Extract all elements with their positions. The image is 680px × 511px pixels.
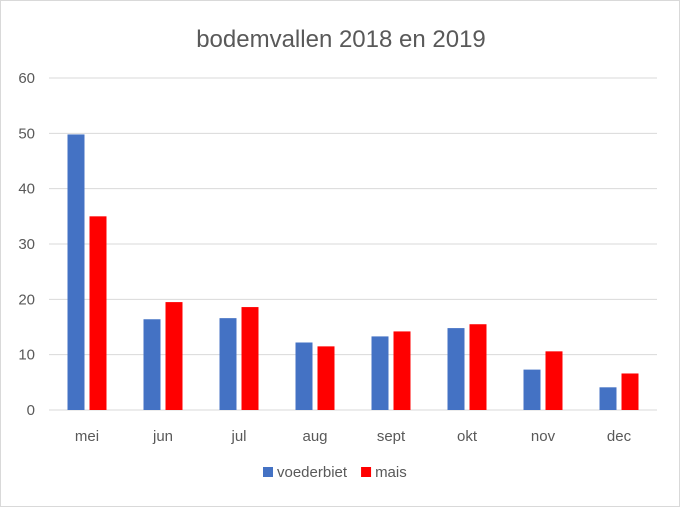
x-tick-label: dec [607, 428, 632, 445]
x-tick-label: sept [377, 428, 406, 445]
gridlines [49, 77, 657, 411]
legend: voederbiet mais [263, 464, 407, 481]
y-tick-label: 20 [18, 291, 35, 308]
x-axis-ticks: mei jun jul aug sept okt nov dec [75, 428, 632, 445]
bar-mais-sept [393, 331, 411, 410]
bar-mais-nov [545, 351, 563, 410]
y-tick-label: 50 [18, 125, 35, 142]
x-tick-label: jul [230, 428, 246, 445]
bar-voederbiet-mei [67, 134, 85, 410]
bar-mais-okt [469, 324, 487, 410]
x-tick-label: nov [531, 428, 556, 445]
legend-label-voederbiet: voederbiet [277, 464, 348, 481]
bar-mais-dec [621, 373, 639, 410]
bar-mais-mei [89, 216, 107, 410]
y-tick-label: 10 [18, 347, 35, 364]
bar-voederbiet-aug [295, 342, 313, 410]
chart-title: bodemvallen 2018 en 2019 [196, 26, 486, 53]
legend-swatch-voederbiet [263, 467, 273, 477]
y-tick-label: 30 [18, 236, 35, 253]
bar-voederbiet-sept [371, 336, 389, 410]
bar-voederbiet-okt [447, 328, 465, 410]
y-axis-ticks: 0 10 20 30 40 50 60 [18, 70, 35, 419]
y-tick-label: 60 [18, 70, 35, 87]
bar-mais-jul [241, 307, 259, 410]
x-tick-label: aug [302, 428, 327, 445]
bar-voederbiet-jun [143, 319, 161, 410]
x-tick-label: mei [75, 428, 99, 445]
bar-mais-aug [317, 346, 335, 410]
x-tick-label: okt [457, 428, 478, 445]
y-tick-label: 0 [27, 402, 35, 419]
y-tick-label: 40 [18, 181, 35, 198]
bar-mais-jun [165, 302, 183, 410]
bars [67, 134, 639, 410]
bar-voederbiet-jul [219, 318, 237, 410]
legend-label-mais: mais [375, 464, 407, 481]
bar-voederbiet-dec [599, 387, 617, 410]
x-tick-label: jun [152, 428, 173, 445]
bar-voederbiet-nov [523, 369, 541, 410]
legend-swatch-mais [361, 467, 372, 477]
